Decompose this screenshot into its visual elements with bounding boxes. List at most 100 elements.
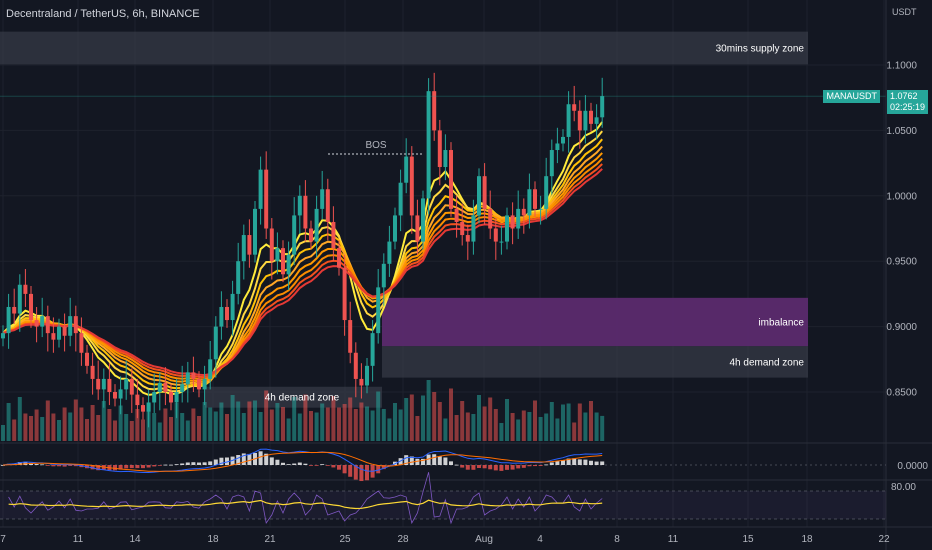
- volume-bar: [113, 420, 117, 441]
- volume-bar: [17, 397, 22, 441]
- macd-hist-bar: [561, 460, 565, 465]
- volume-bar: [505, 399, 509, 441]
- candle-body: [589, 110, 593, 124]
- volume-bar: [454, 415, 459, 441]
- macd-hist-bar: [40, 464, 45, 466]
- y-tick-label: 1.0000: [886, 191, 917, 202]
- currency-label: USDT: [892, 7, 917, 17]
- candle-body: [51, 333, 56, 340]
- candle-body: [40, 316, 45, 327]
- macd-hist-bar: [471, 465, 476, 470]
- candle-body: [73, 316, 78, 334]
- candle-body: [482, 176, 487, 209]
- volume-bar: [6, 403, 11, 441]
- candle-body: [34, 320, 39, 327]
- imbalance-label: imbalance: [758, 318, 804, 329]
- x-tick-label: 11: [668, 534, 679, 545]
- volume-bar: [297, 413, 302, 441]
- volume-bar: [527, 412, 532, 441]
- volume-bar: [51, 413, 56, 441]
- macd-hist-bar: [303, 463, 308, 465]
- candle-body: [471, 215, 476, 242]
- macd-hist-bar: [577, 459, 582, 465]
- volume-bar: [101, 401, 106, 441]
- macd-hist-bar: [409, 456, 414, 465]
- chart-title: Decentraland / TetherUS, 6h, BINANCE: [6, 8, 200, 20]
- candle-body: [521, 208, 526, 216]
- macd-hist-bar: [292, 463, 297, 465]
- candle-body: [460, 221, 465, 236]
- candle-body: [157, 382, 162, 392]
- x-tick-label: 21: [264, 534, 276, 545]
- volume-bar: [583, 412, 588, 441]
- candle-body: [129, 378, 134, 395]
- macd-hist-bar: [191, 462, 196, 465]
- volume-bar: [40, 417, 45, 441]
- volume-bar: [197, 416, 201, 441]
- volume-bar: [465, 412, 470, 441]
- candle-body: [437, 130, 442, 168]
- y-tick-label: 1.0500: [886, 126, 917, 137]
- y-tick-label: 0.9000: [886, 322, 917, 333]
- demand-zone-left-label: 4h demand zone: [265, 393, 340, 404]
- macd-line: [2, 448, 603, 473]
- volume-bar: [118, 405, 123, 441]
- volume-bar: [449, 388, 453, 441]
- candle-body: [365, 365, 369, 386]
- volume-bar: [225, 414, 229, 441]
- candle-body: [180, 384, 185, 392]
- candle-body: [247, 235, 252, 255]
- volume-bar: [549, 402, 554, 441]
- macd-hist-bar: [544, 464, 549, 466]
- volume-bar: [426, 380, 431, 441]
- x-axis-ticks: 7 11 14 18 21 25 28 Aug 4 8 11 15 18 22: [0, 534, 890, 545]
- macd-hist-bar: [146, 465, 151, 468]
- candle-body: [449, 150, 453, 209]
- signal-line: [2, 451, 603, 472]
- candle-body: [488, 208, 493, 229]
- volume-bar: [264, 390, 269, 441]
- candle-body: [163, 382, 168, 392]
- rsi-80-label: 80.00: [891, 482, 916, 493]
- volume-bar: [258, 412, 263, 441]
- volume-bar: [421, 395, 425, 441]
- price-tag-price: 1.0762: [889, 91, 918, 101]
- candle-body: [393, 215, 397, 242]
- macd-hist-bar: [376, 465, 381, 474]
- candle-body: [68, 316, 73, 336]
- y-tick-label: 1.1000: [886, 61, 917, 72]
- candle-body: [96, 378, 101, 390]
- macd-hist-bar: [437, 456, 442, 465]
- macd-hist-bar: [353, 465, 358, 480]
- volume-bar: [107, 409, 112, 441]
- volume-bar: [499, 423, 504, 441]
- volume-bar: [544, 413, 549, 441]
- volume-bar: [365, 406, 369, 441]
- macd-hist-bar: [180, 463, 185, 465]
- macd-hist-bar: [57, 465, 61, 467]
- volume-bar: [460, 401, 465, 441]
- candle-body: [443, 150, 448, 168]
- macd-hist-bar: [348, 465, 353, 477]
- macd-hist-bar: [583, 459, 588, 465]
- candle-body: [381, 263, 386, 288]
- candle-body: [353, 352, 358, 379]
- volume-bar: [432, 392, 437, 441]
- candle-body: [370, 333, 375, 366]
- macd-hist-bar: [163, 464, 168, 466]
- candle-body: [135, 394, 140, 406]
- macd-hist-bar: [1, 465, 5, 466]
- volume-bar: [482, 406, 487, 441]
- macd-hist-bar: [45, 465, 50, 466]
- x-tick-label: 25: [339, 534, 351, 545]
- candle-body: [141, 405, 145, 412]
- volume-bar: [387, 418, 392, 441]
- ema-line: [2, 157, 603, 381]
- last-price-tag[interactable]: MANAUSDT 1.0762 02:25:19: [823, 90, 928, 114]
- macd-hist-bar: [135, 465, 140, 469]
- volume-bar: [90, 405, 95, 441]
- volume-bar: [561, 404, 565, 441]
- macd-hist-bar: [219, 457, 224, 465]
- candle-body: [90, 365, 95, 379]
